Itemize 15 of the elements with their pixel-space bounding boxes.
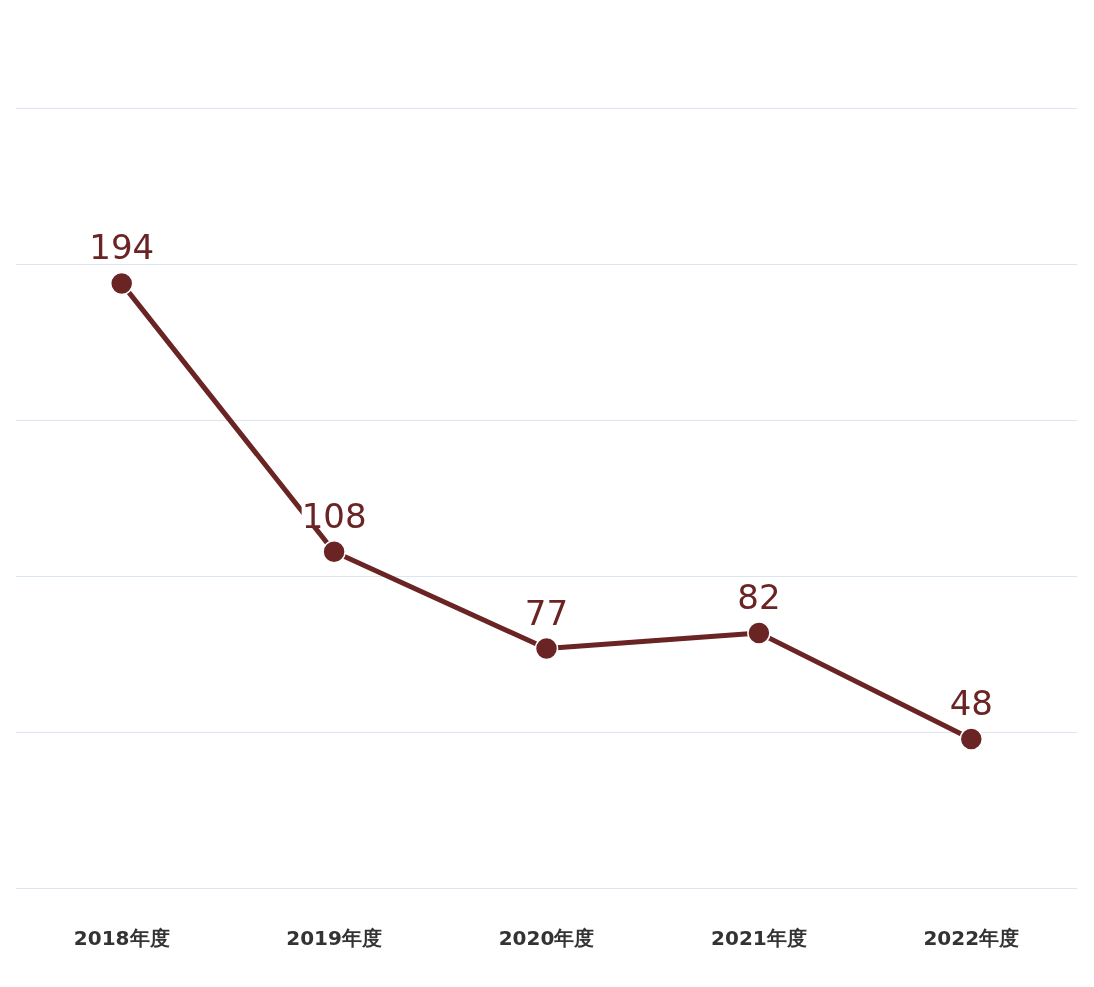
data-label: 194 <box>89 227 155 268</box>
data-label: 108 <box>301 495 367 536</box>
data-label: 77 <box>524 592 569 633</box>
point <box>959 727 984 751</box>
x-tick-label: 2022年度 <box>923 925 1020 950</box>
data-label: 82 <box>737 576 781 617</box>
point <box>322 540 346 564</box>
x-tick-label: 2021年度 <box>711 925 807 950</box>
x-tick-label: 2019年度 <box>286 925 382 950</box>
point <box>747 621 771 645</box>
x-tick-label: 2018年度 <box>73 925 170 950</box>
point <box>109 271 134 296</box>
data-label: 48 <box>949 683 993 724</box>
x-tick-label: 2020年度 <box>498 925 595 950</box>
point <box>534 636 559 661</box>
